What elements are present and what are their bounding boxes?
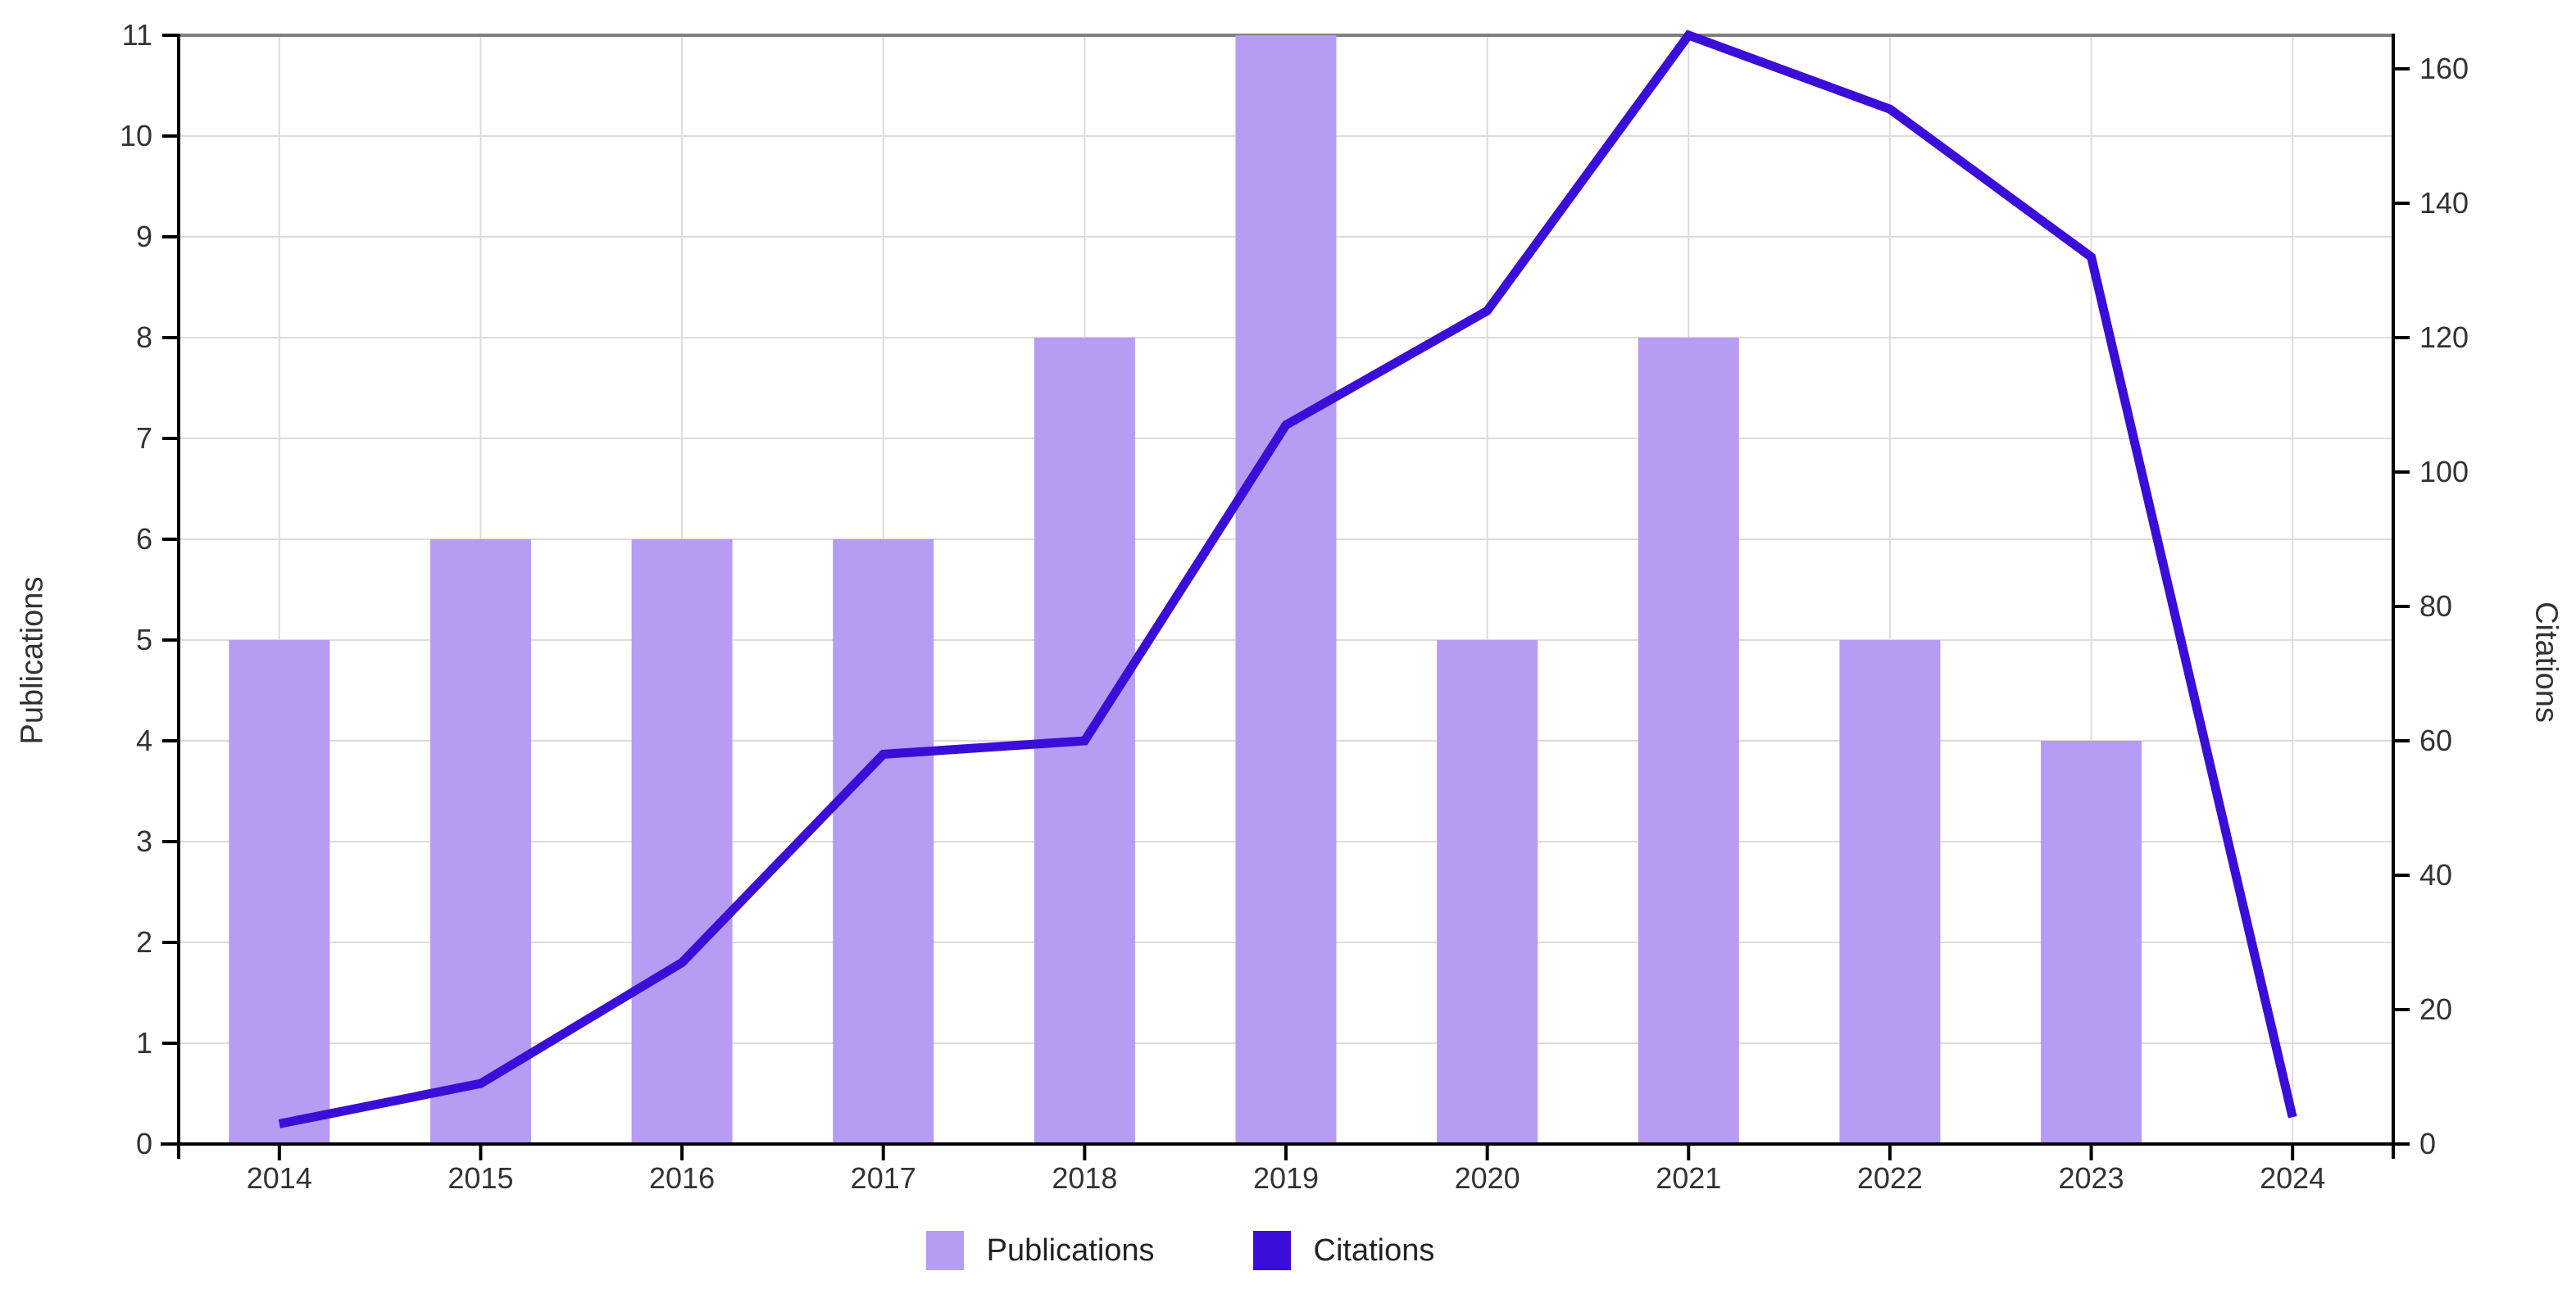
y-right-tick-label-160: 160 bbox=[2419, 52, 2469, 85]
legend: Publications Citations bbox=[0, 1231, 2360, 1270]
x-tick-label-2015: 2015 bbox=[448, 1161, 513, 1195]
bar-2019 bbox=[1235, 35, 1337, 1144]
bar-2016 bbox=[631, 539, 733, 1144]
citations-legend-swatch bbox=[1252, 1231, 1291, 1270]
y-right-tick-label-120: 120 bbox=[2419, 320, 2469, 354]
citations-line bbox=[278, 30, 2297, 1128]
citations-legend-label: Citations bbox=[1313, 1233, 1435, 1268]
bar-2020 bbox=[1437, 640, 1538, 1144]
x-tick-label-2020: 2020 bbox=[1455, 1161, 1520, 1195]
x-tick-label-2016: 2016 bbox=[649, 1161, 715, 1195]
y-right-tick-label-40: 40 bbox=[2419, 858, 2452, 892]
y-right-tick-label-140: 140 bbox=[2419, 186, 2469, 220]
y-right-tick-label-80: 80 bbox=[2419, 589, 2452, 623]
y-left-tick-label-9: 9 bbox=[136, 220, 152, 253]
y-right-tick-label-60: 60 bbox=[2419, 724, 2452, 757]
bar-2015 bbox=[429, 539, 531, 1144]
bar-2017 bbox=[833, 539, 934, 1144]
x-tick-label-2019: 2019 bbox=[1253, 1161, 1319, 1195]
bar-2022 bbox=[1839, 640, 1941, 1144]
x-tick-label-2023: 2023 bbox=[2058, 1161, 2124, 1195]
y-right-tick-label-100: 100 bbox=[2419, 455, 2469, 488]
y-right-tick-label-0: 0 bbox=[2419, 1127, 2436, 1160]
y-left-tick-label-2: 2 bbox=[136, 925, 152, 959]
left-axis-title: Publications bbox=[15, 576, 50, 745]
x-tick-label-2022: 2022 bbox=[1857, 1161, 1923, 1195]
y-left-tick-label-4: 4 bbox=[136, 724, 152, 757]
publications-legend-swatch bbox=[925, 1231, 964, 1270]
bar-2021 bbox=[1638, 338, 1739, 1144]
right-axis-title: Citations bbox=[2528, 602, 2564, 723]
x-tick-label-2018: 2018 bbox=[1052, 1161, 1117, 1195]
y-left-tick-label-0: 0 bbox=[136, 1127, 152, 1160]
bar-2023 bbox=[2041, 741, 2142, 1144]
legend-item-citations: Citations bbox=[1252, 1231, 1435, 1270]
y-right-tick-label-20: 20 bbox=[2419, 992, 2452, 1026]
x-tick-label-2014: 2014 bbox=[247, 1161, 312, 1195]
x-tick-label-2021: 2021 bbox=[1656, 1161, 1721, 1195]
legend-item-publications: Publications bbox=[925, 1231, 1155, 1270]
x-tick-label-2017: 2017 bbox=[851, 1161, 916, 1195]
publications-legend-label: Publications bbox=[986, 1233, 1155, 1268]
y-left-tick-label-3: 3 bbox=[136, 824, 152, 858]
y-left-tick-label-11: 11 bbox=[122, 18, 152, 52]
y-left-tick-label-6: 6 bbox=[136, 522, 152, 556]
bar-2014 bbox=[229, 640, 330, 1144]
y-left-tick-label-8: 8 bbox=[136, 320, 152, 354]
y-left-tick-label-10: 10 bbox=[120, 119, 152, 152]
y-left-tick-label-1: 1 bbox=[136, 1026, 152, 1060]
y-left-tick-label-5: 5 bbox=[136, 623, 152, 656]
y-left-tick-label-7: 7 bbox=[136, 421, 152, 455]
x-tick-label-2024: 2024 bbox=[2260, 1161, 2325, 1195]
